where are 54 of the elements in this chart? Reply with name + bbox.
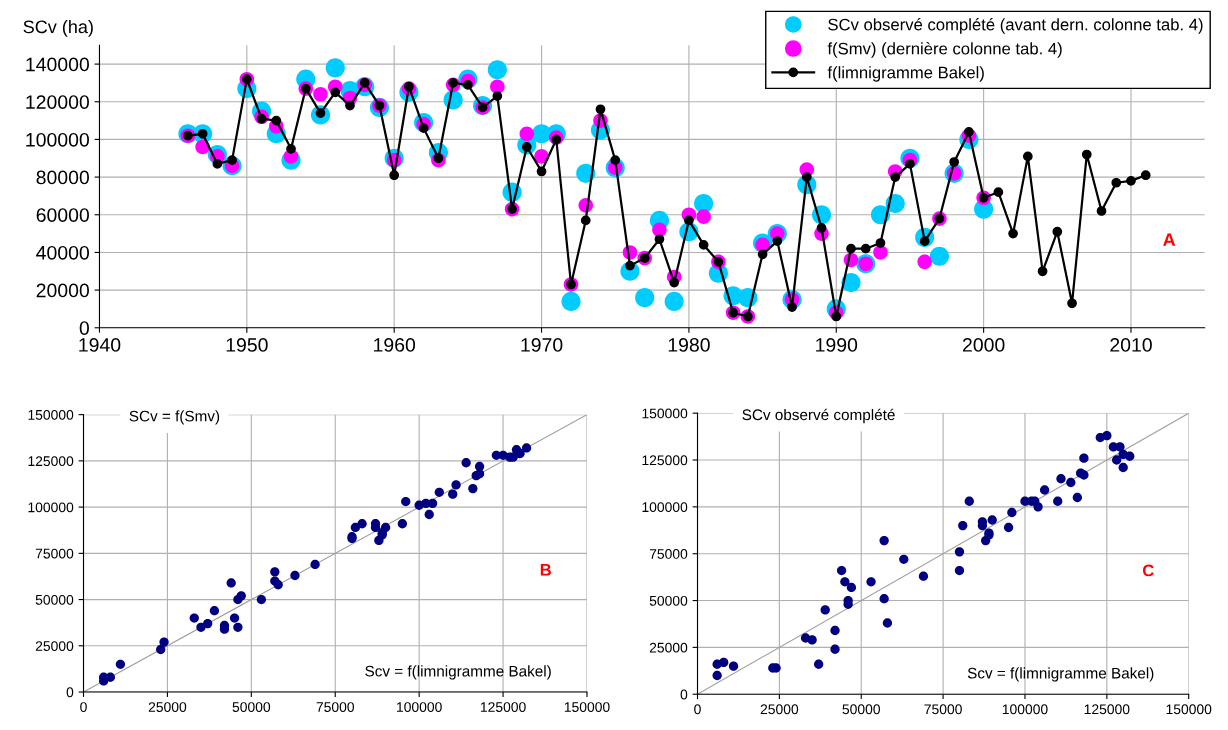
y-tick-label: 150000 xyxy=(28,409,74,420)
x-tick-label: 1990 xyxy=(816,338,858,352)
y-tick-label: 75000 xyxy=(649,549,688,559)
x-tick-label: 1950 xyxy=(226,338,268,352)
x-tick-label: 2000 xyxy=(962,338,1005,352)
y-tick-label: 120000 xyxy=(26,95,89,109)
x-tick-label: 1980 xyxy=(668,338,710,352)
y-tick-label: 40000 xyxy=(36,245,89,260)
y-tick-label: 100000 xyxy=(26,132,89,147)
chart-title: SCv = f(Smv) xyxy=(129,410,220,425)
y-axis-title: SCv (ha) xyxy=(23,19,93,37)
y-tick-label: 60000 xyxy=(36,208,89,222)
x-tick-label: 0 xyxy=(694,704,701,715)
y-tick-label: 50000 xyxy=(649,595,688,606)
x-tick-label: 1960 xyxy=(374,338,416,352)
x-tick-label: 75000 xyxy=(924,704,962,715)
x-tick-label: 150000 xyxy=(564,702,610,712)
y-tick-label: 100000 xyxy=(28,502,74,513)
y-tick-label: 100000 xyxy=(642,502,688,513)
annotation: C xyxy=(1142,564,1154,577)
legend-label: SCv observé complété (avant dern. colonne tab. 4) xyxy=(828,18,1203,34)
x-axis-title: Scv = f(limnigramme Bakel) xyxy=(365,665,551,680)
y-tick-label: 0 xyxy=(680,689,688,700)
y-tick-label: 150000 xyxy=(642,408,688,419)
x-tick-label: 125000 xyxy=(1084,704,1130,715)
x-tick-label: 125000 xyxy=(480,702,526,712)
x-tick-label: 50000 xyxy=(232,702,271,712)
x-axis-title: Scv = f(limnigramme Bakel) xyxy=(967,667,1154,682)
y-tick-label: 80000 xyxy=(36,170,89,185)
y-tick-label: 25000 xyxy=(35,641,74,651)
x-tick-label: 25000 xyxy=(760,704,799,715)
chart-title: SCv observé complété xyxy=(742,408,895,424)
y-tick-label: 125000 xyxy=(642,455,688,466)
y-tick-label: 125000 xyxy=(28,456,74,467)
x-tick-label: 25000 xyxy=(148,702,187,712)
x-tick-label: 1970 xyxy=(521,338,563,352)
y-tick-label: 140000 xyxy=(26,57,89,72)
y-tick-label: 50000 xyxy=(35,594,74,605)
x-tick-label: 100000 xyxy=(397,702,442,712)
legend-label: f(limnigramme Bakel) xyxy=(827,66,984,82)
y-tick-label: 75000 xyxy=(35,548,74,559)
y-tick-label: 25000 xyxy=(649,642,688,653)
x-tick-label: 1940 xyxy=(79,338,121,352)
x-tick-label: 75000 xyxy=(316,702,355,712)
annotation: B xyxy=(540,564,551,576)
x-tick-label: 100000 xyxy=(1002,704,1048,715)
annotation: A xyxy=(1163,233,1176,246)
x-tick-label: 2010 xyxy=(1110,338,1152,352)
legend-label: f(Smv) (dernière colonne tab. 4) xyxy=(827,42,1062,58)
y-tick-label: 20000 xyxy=(36,283,89,298)
x-tick-label: 150000 xyxy=(1166,704,1212,715)
y-tick-label: 0 xyxy=(66,687,74,698)
y-tick-label: 0 xyxy=(79,321,89,336)
x-tick-label: 50000 xyxy=(842,704,881,715)
